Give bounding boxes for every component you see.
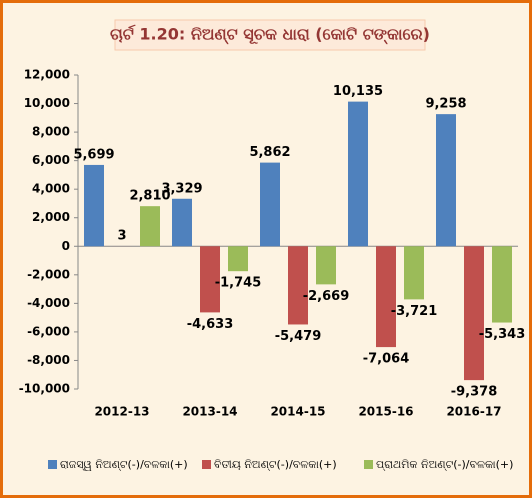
bar	[172, 199, 192, 247]
bar	[492, 246, 512, 322]
bar	[464, 246, 484, 380]
value-label: 9,258	[425, 97, 466, 112]
legend-swatch	[48, 460, 57, 469]
y-tick-label: 10,000	[24, 96, 70, 110]
value-label: 5,862	[249, 145, 290, 160]
y-tick-label: -6,000	[27, 324, 70, 338]
y-tick-label: 2,000	[32, 210, 70, 224]
value-label: -5,479	[275, 329, 322, 344]
x-tick-label: 2013-14	[182, 405, 237, 419]
bar	[228, 246, 248, 271]
value-label: -4,633	[187, 317, 234, 332]
x-tick-label: 2015-16	[358, 405, 413, 419]
bar	[316, 246, 336, 284]
bar	[348, 102, 368, 247]
x-tick-label: 2012-13	[94, 405, 149, 419]
y-tick-label: 0	[62, 239, 70, 253]
value-label: -7,064	[363, 352, 410, 367]
value-label: -2,669	[303, 289, 350, 304]
y-tick-label: 4,000	[32, 182, 70, 196]
y-tick-label: -2,000	[27, 267, 70, 281]
legend-swatch	[364, 460, 373, 469]
y-tick-label: -4,000	[27, 296, 70, 310]
value-label: 10,135	[333, 84, 383, 99]
value-label: -9,378	[451, 385, 498, 400]
y-tick-label: 8,000	[32, 125, 70, 139]
value-label: -3,721	[391, 304, 438, 319]
y-tick-label: -10,000	[19, 382, 70, 396]
bar	[404, 246, 424, 299]
value-label: -5,343	[479, 327, 526, 342]
legend-label: ବିତୀୟ ନିଅଣ୍ଟ(-)/ବଳକା(+)	[214, 458, 337, 471]
y-tick-label: 6,000	[32, 153, 70, 167]
value-label: 3,329	[161, 181, 202, 196]
bar	[84, 165, 104, 246]
value-label: 5,699	[73, 147, 114, 162]
y-tick-label: -8,000	[27, 353, 70, 367]
bar	[288, 246, 308, 324]
bar	[260, 163, 280, 247]
y-tick-label: 12,000	[24, 68, 70, 82]
legend-swatch	[202, 460, 211, 469]
x-tick-label: 2016-17	[446, 405, 501, 419]
bar	[376, 246, 396, 347]
chart-title: ଚାର୍ଟ 1.20: ନିଅଣ୍ଟ ସୂଚକ ଧାରା (କୋଟି ଟଙ୍କା…	[110, 24, 430, 46]
legend-label: ପ୍ରାଥମିକ ନିଅଣ୍ଟ(-)/ବଳକା(+)	[376, 458, 513, 471]
x-tick-label: 2014-15	[270, 405, 325, 419]
bar	[140, 206, 160, 246]
bar	[436, 114, 456, 246]
legend-label: ରାଜସ୍ୱ ନିଅଣ୍ଟ(-)/ବଳକା(+)	[60, 458, 188, 471]
value-label: -1,745	[215, 276, 262, 291]
value-label: 3	[117, 229, 126, 244]
